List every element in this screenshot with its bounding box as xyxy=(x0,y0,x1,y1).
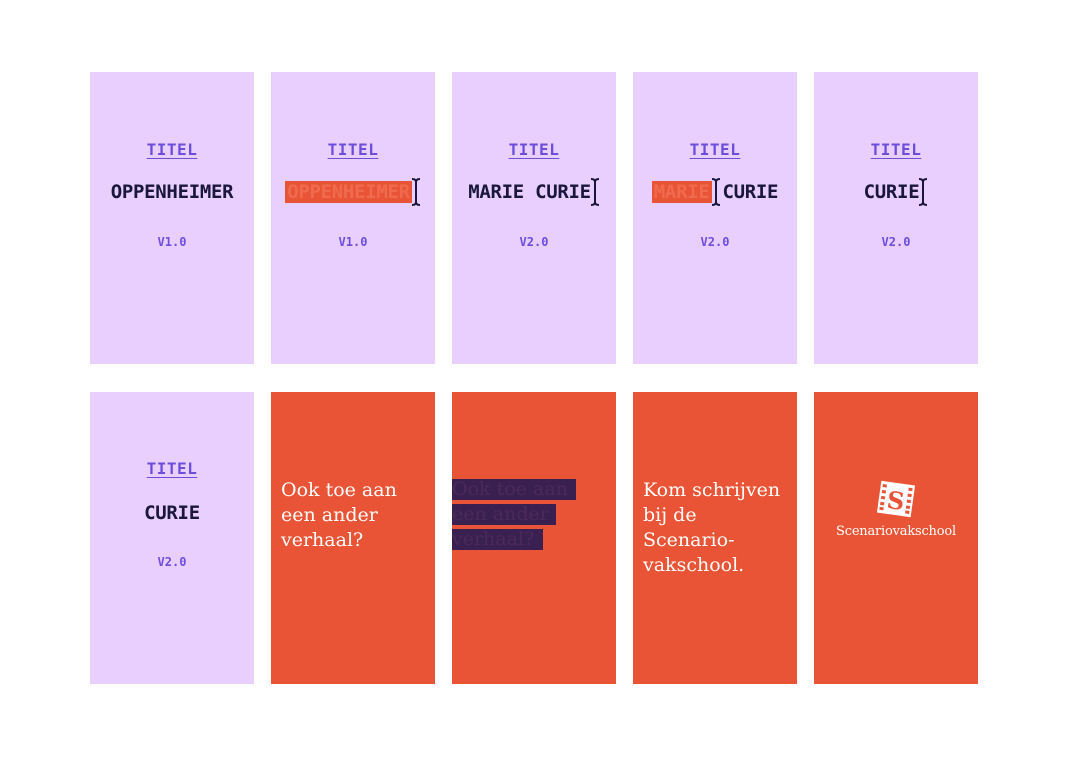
card-oppenheimer: TITEL OPPENHEIMER V1.0 xyxy=(90,72,254,364)
text-cursor-icon xyxy=(590,178,599,206)
logo: S Scenariovakschool xyxy=(814,480,978,539)
card-marie-selected: TITEL MARIE CURIE V2.0 xyxy=(633,72,797,364)
promo-line: een ander xyxy=(281,504,378,526)
card-title-label: TITEL xyxy=(146,140,198,159)
card-version: V1.0 xyxy=(157,235,187,249)
promo-line: verhaal? xyxy=(281,529,364,551)
card-marie-curie: TITEL MARIE CURIE V2.0 xyxy=(452,72,616,364)
selected-promo-text: Ook toe aan een ander verhaal? xyxy=(452,479,576,554)
promo-text: Kom schrijven bij de Scenario- vakschool… xyxy=(643,478,789,578)
promo-text: Ook toe aan een ander verhaal? xyxy=(281,478,427,553)
card-title-label: TITEL xyxy=(689,140,741,159)
promo-line: Kom schrijven xyxy=(643,479,781,501)
text-cursor-icon xyxy=(711,178,720,206)
card-name-selected-part[interactable]: MARIE xyxy=(651,181,712,203)
svg-text:S: S xyxy=(885,485,906,516)
card-version: V2.0 xyxy=(700,235,730,249)
card-version: V2.0 xyxy=(881,235,911,249)
card-name-rest: CURIE xyxy=(722,181,779,203)
card-curie-typing: TITEL CURIE V2.0 xyxy=(814,72,978,364)
card-logo: S Scenariovakschool xyxy=(814,392,978,684)
logo-wordmark: Scenariovakschool xyxy=(836,524,956,539)
selected-line[interactable]: een ander xyxy=(452,504,556,525)
selected-line[interactable]: Ook toe aan xyxy=(452,479,576,500)
text-cursor-icon xyxy=(411,178,420,206)
card-version: V2.0 xyxy=(519,235,549,249)
card-come-write: Kom schrijven bij de Scenario- vakschool… xyxy=(633,392,797,684)
text-cursor-icon xyxy=(919,178,928,206)
card-title-label: TITEL xyxy=(870,140,922,159)
card-other-story-selected: Ook toe aan een ander verhaal? xyxy=(452,392,616,684)
card-other-story: Ook toe aan een ander verhaal? xyxy=(271,392,435,684)
card-name: CURIE xyxy=(144,502,200,524)
card-title-label: TITEL xyxy=(327,140,379,159)
card-version: V2.0 xyxy=(157,555,187,569)
card-title-label: TITEL xyxy=(508,140,560,159)
card-name: OPPENHEIMER xyxy=(110,181,234,203)
promo-line: vakschool. xyxy=(643,554,745,576)
card-curie-final: TITEL CURIE V2.0 xyxy=(90,392,254,684)
promo-line: bij de Scenario- xyxy=(643,504,735,551)
card-name-selected[interactable]: OPPENHEIMER xyxy=(285,181,412,203)
card-version: V1.0 xyxy=(338,235,368,249)
film-strip-s-icon: S xyxy=(876,480,916,518)
card-name[interactable]: MARIE CURIE xyxy=(468,181,591,203)
card-oppenheimer-selected: TITEL OPPENHEIMER V1.0 xyxy=(271,72,435,364)
promo-line: Ook toe aan xyxy=(281,479,397,501)
selected-line[interactable]: verhaal? xyxy=(452,529,543,550)
card-name[interactable]: CURIE xyxy=(863,181,920,203)
card-title-label: TITEL xyxy=(146,459,198,478)
